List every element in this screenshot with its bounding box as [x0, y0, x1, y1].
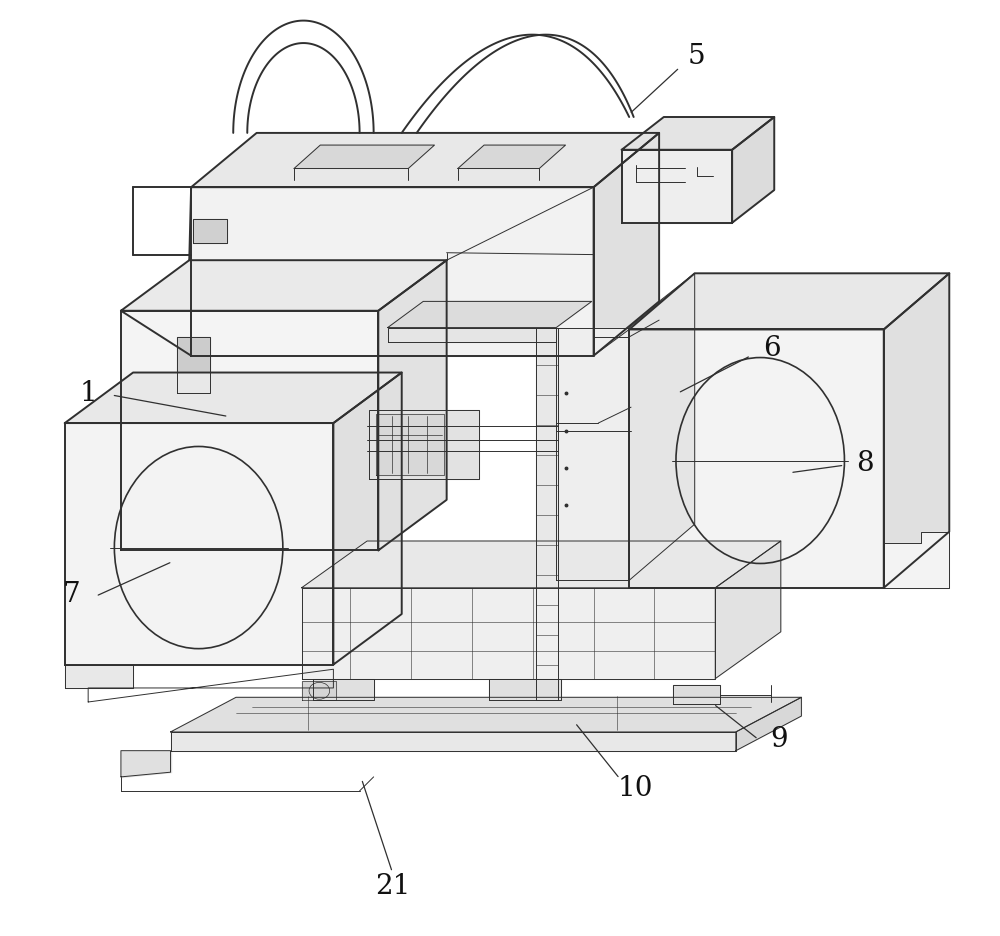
Polygon shape — [121, 751, 171, 777]
Polygon shape — [388, 301, 592, 328]
Text: 9: 9 — [770, 726, 788, 753]
Text: 6: 6 — [763, 335, 780, 361]
Polygon shape — [191, 133, 659, 187]
Polygon shape — [313, 679, 374, 700]
Polygon shape — [556, 328, 629, 580]
Text: 1: 1 — [79, 380, 97, 406]
Polygon shape — [191, 187, 594, 356]
Polygon shape — [171, 697, 801, 732]
Polygon shape — [65, 373, 402, 423]
Polygon shape — [302, 588, 715, 679]
Polygon shape — [302, 681, 336, 700]
Polygon shape — [376, 414, 444, 475]
Text: 8: 8 — [856, 450, 874, 476]
Text: 7: 7 — [62, 581, 80, 607]
Polygon shape — [369, 410, 479, 479]
Polygon shape — [177, 337, 210, 393]
Polygon shape — [715, 541, 781, 679]
Polygon shape — [629, 329, 884, 588]
Polygon shape — [193, 219, 227, 243]
Polygon shape — [732, 117, 774, 223]
Text: 21: 21 — [375, 873, 410, 899]
Polygon shape — [629, 273, 695, 580]
Polygon shape — [622, 150, 732, 223]
Polygon shape — [629, 273, 949, 329]
Polygon shape — [302, 541, 781, 588]
Polygon shape — [294, 145, 434, 168]
Polygon shape — [333, 373, 402, 665]
Polygon shape — [65, 665, 133, 688]
Polygon shape — [489, 679, 561, 700]
Polygon shape — [388, 328, 556, 342]
Text: 10: 10 — [618, 775, 653, 801]
Polygon shape — [458, 145, 566, 168]
Polygon shape — [673, 685, 720, 704]
Polygon shape — [594, 133, 659, 356]
Polygon shape — [884, 532, 949, 588]
Text: 5: 5 — [688, 43, 705, 69]
Polygon shape — [536, 328, 558, 700]
Polygon shape — [736, 697, 801, 751]
Polygon shape — [121, 260, 447, 311]
Polygon shape — [121, 311, 378, 550]
Polygon shape — [622, 117, 774, 150]
Polygon shape — [378, 260, 447, 550]
Polygon shape — [171, 732, 736, 751]
Polygon shape — [884, 273, 949, 588]
Polygon shape — [65, 423, 333, 665]
